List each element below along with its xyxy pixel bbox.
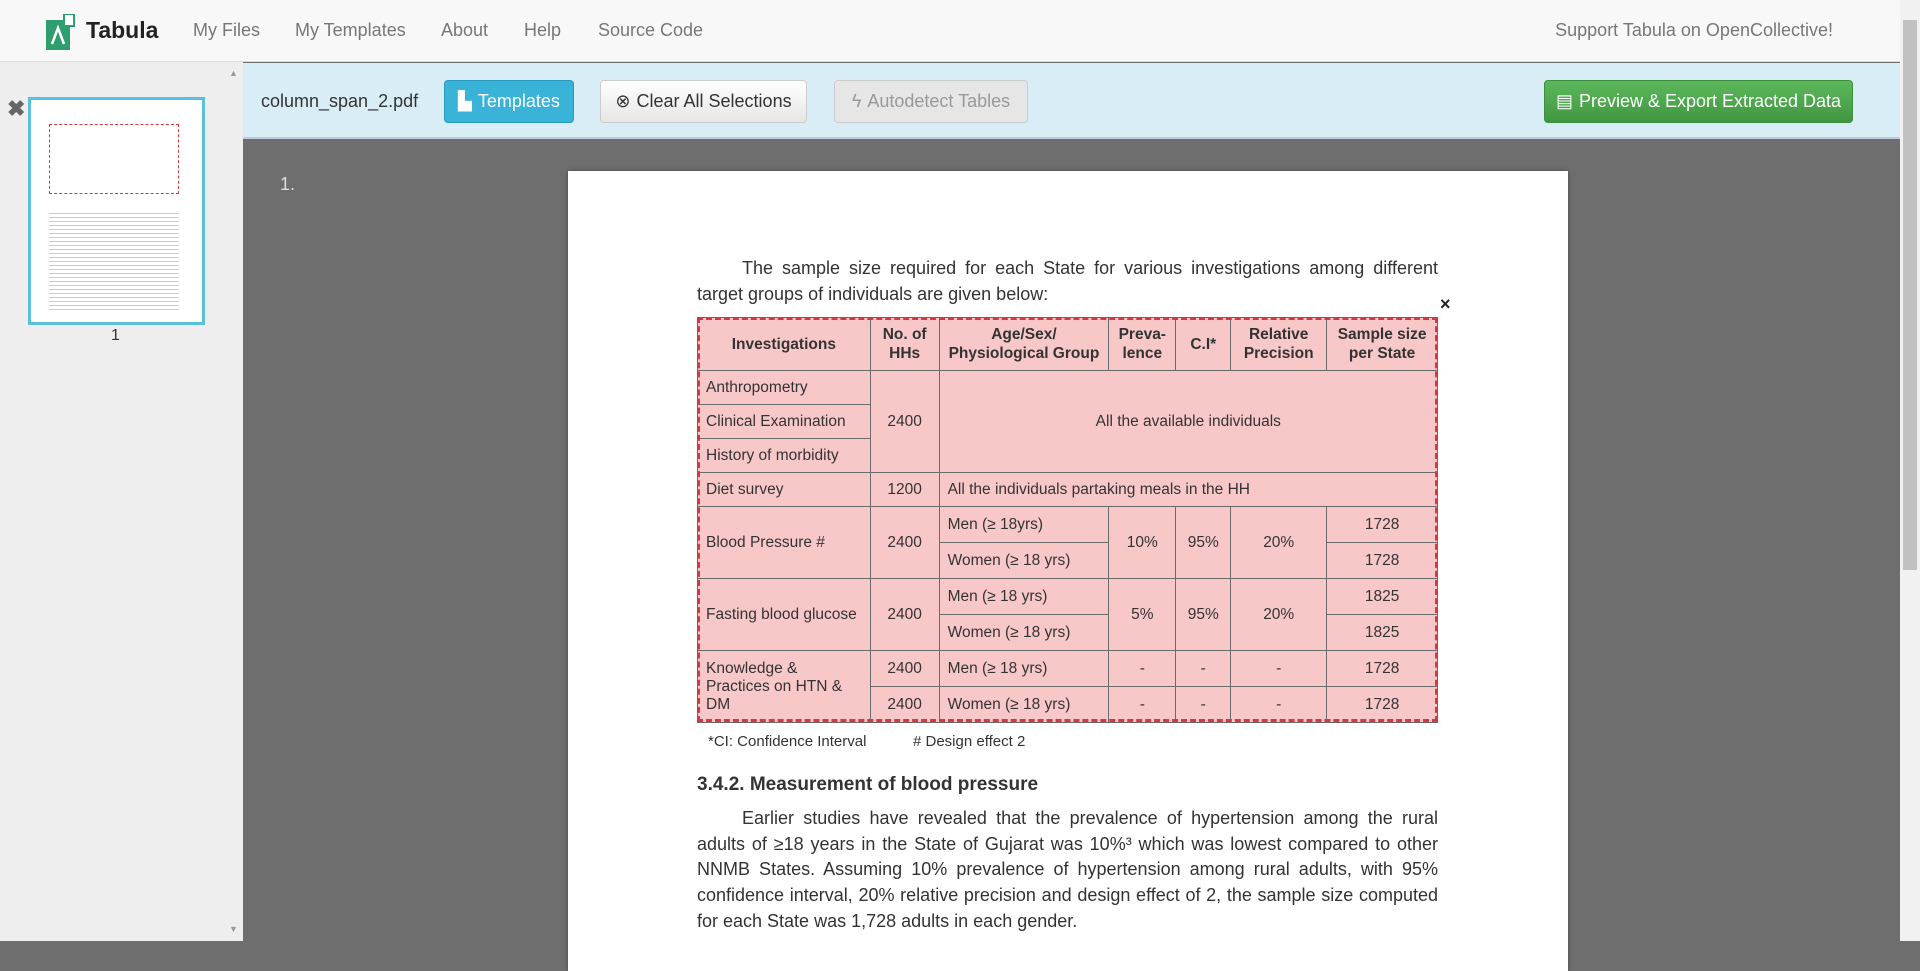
lightning-icon: ϟ: [851, 91, 862, 111]
table-cell: 10%: [1108, 506, 1177, 579]
table-cell: 1728: [1326, 542, 1438, 579]
table-cell: 20%: [1230, 578, 1328, 651]
clear-circle-x-icon: ⊗: [615, 91, 631, 111]
table-cell: 1728: [1326, 506, 1438, 543]
header-cell: Relative Precision: [1230, 317, 1328, 371]
table-cell: All the available individuals: [938, 370, 1439, 473]
page-number: 1.: [280, 174, 296, 194]
table-cell: -: [1230, 650, 1328, 687]
nav-my-templates[interactable]: My Templates: [295, 20, 406, 40]
table-row: Women (≥ 18 yrs) 1825: [698, 614, 1438, 651]
thumbnail-text: [49, 210, 179, 310]
table-cell: Women (≥ 18 yrs): [938, 614, 1110, 651]
table-cell: Anthropometry: [697, 370, 871, 405]
remove-page-icon[interactable]: ✖: [7, 96, 26, 121]
table-cell: All the individuals partaking meals in t…: [938, 472, 1439, 507]
table-cell: Women (≥ 18 yrs): [938, 542, 1110, 579]
table-header-row: Investigations No. of HHs Age/Sex/ Physiol…: [697, 317, 1438, 371]
table-cell: 2400: [869, 686, 940, 723]
nav-my-files[interactable]: My Files: [193, 20, 260, 40]
table-cell: 5%: [1108, 578, 1177, 651]
table-cell: Clinical Examination: [697, 404, 871, 439]
table-cell: -: [1175, 686, 1232, 723]
table-row: Fasting blood glucose 2400 Men (≥ 18 yrs) 5…: [697, 578, 1438, 651]
table-cell: 2400: [869, 370, 940, 473]
table-row: Clinical Examination: [697, 404, 1438, 439]
table-cell: Diet survey: [697, 472, 871, 507]
table-cell: Knowledge & Practices on HTN & DM: [697, 650, 871, 723]
table-cell: -: [1230, 686, 1328, 723]
table-cell: Men (≥ 18 yrs): [938, 650, 1110, 687]
table-cell: Men (≥ 18 yrs): [938, 578, 1110, 615]
page-thumbnail[interactable]: [28, 97, 205, 325]
table-cell: 1200: [869, 472, 940, 507]
page-sidebar: ✖ 1 ▲ ▼: [0, 62, 243, 941]
table-row: Anthropometry 2400 All the available indiv…: [697, 370, 1439, 473]
header-cell: Age/Sex/ Physiological Group: [938, 317, 1110, 371]
table-cell: -: [1108, 686, 1177, 723]
header-cell: Investigations: [697, 317, 871, 371]
table-row: History of morbidity: [697, 438, 1438, 473]
nav-support[interactable]: Support Tabula on OpenCollective!: [1555, 20, 1833, 40]
header-cell: Preva- lence: [1108, 317, 1177, 371]
nav-about[interactable]: About: [441, 20, 489, 40]
thumbnail-page-label: 1: [111, 327, 120, 344]
scrollbar-thumb[interactable]: [1903, 20, 1917, 570]
table-cell: Blood Pressure #: [697, 506, 871, 579]
nav-help[interactable]: Help: [524, 20, 562, 40]
preview-export-button[interactable]: ▤ Preview & Export Extracted Data: [1544, 80, 1853, 123]
navbar: Tabula My Files My Templates About Help …: [0, 0, 1900, 62]
table-row: Blood Pressure #2400 Men (≥ 18yrs) 10% 95% 2…: [697, 506, 1438, 579]
templates-button[interactable]: ▙ Templates: [444, 80, 574, 123]
header-cell: Sample size per State: [1326, 317, 1438, 371]
footnote-ci: *CI: Confidence Interval: [708, 733, 867, 750]
table-cell: 1728: [1326, 650, 1438, 687]
table-cell: Men (≥ 18yrs): [938, 506, 1110, 543]
table-cell: Fasting blood glucose: [697, 578, 871, 651]
thumbnail-selection: [49, 124, 179, 194]
tabula-logo-icon[interactable]: [46, 14, 76, 50]
list-icon: ▤: [1555, 91, 1573, 111]
header-cell: C.I*: [1175, 317, 1232, 371]
table-cell: -: [1108, 650, 1177, 687]
table-cell: 1825: [1326, 578, 1438, 615]
sidebar-scroll-up[interactable]: ▲: [229, 68, 238, 78]
table-row: Knowledge & Practices on HTN & DM 2400 Men…: [697, 650, 1438, 723]
table-cell: Women (≥ 18 yrs): [938, 686, 1110, 723]
pdf-table: Investigations No. of HHs Age/Sex/ Physiol…: [697, 317, 1439, 723]
intro-text: The sample size required for each State …: [697, 258, 1438, 304]
sidebar-scroll-down[interactable]: ▼: [229, 924, 238, 934]
pdf-page[interactable]: The sample size required for each State …: [568, 171, 1568, 971]
clear-selections-button[interactable]: ⊗ Clear All Selections: [600, 80, 807, 123]
table-cell: 2400: [869, 578, 940, 651]
remove-selection-icon[interactable]: ×: [1440, 294, 1451, 314]
table-cell: 20%: [1230, 506, 1328, 579]
table-cell: 95%: [1175, 578, 1232, 651]
header-cell: No. of HHs: [869, 317, 940, 371]
table-row: 2400 Women (≥ 18 yrs) - - -1728: [698, 686, 1438, 723]
brand[interactable]: Tabula: [86, 17, 159, 43]
footnote-design: # Design effect 2: [913, 733, 1026, 750]
templates-icon: ▙: [458, 91, 472, 111]
table-row: Diet survey 1200 All the individuals parta…: [697, 472, 1439, 507]
table-cell: 1728: [1326, 686, 1438, 723]
section-heading: 3.4.2. Measurement of blood pressure: [697, 774, 1039, 795]
filename: column_span_2.pdf: [261, 91, 419, 111]
table-cell: 2400: [869, 650, 940, 687]
paragraph: Earlier studies have revealed that the p…: [697, 808, 1438, 931]
toolbar: column_span_2.pdf ▙ Templates ⊗ Clear All …: [243, 63, 1900, 139]
table-cell: 95%: [1175, 506, 1232, 579]
table-cell: History of morbidity: [697, 438, 871, 473]
page-scrollbar[interactable]: [1900, 0, 1920, 941]
autodetect-tables-button[interactable]: ϟ Autodetect Tables: [834, 80, 1028, 123]
nav-source-code[interactable]: Source Code: [598, 20, 704, 40]
table-cell: -: [1175, 650, 1232, 687]
table-cell: 2400: [869, 506, 940, 579]
table-cell: 1825: [1326, 614, 1438, 651]
